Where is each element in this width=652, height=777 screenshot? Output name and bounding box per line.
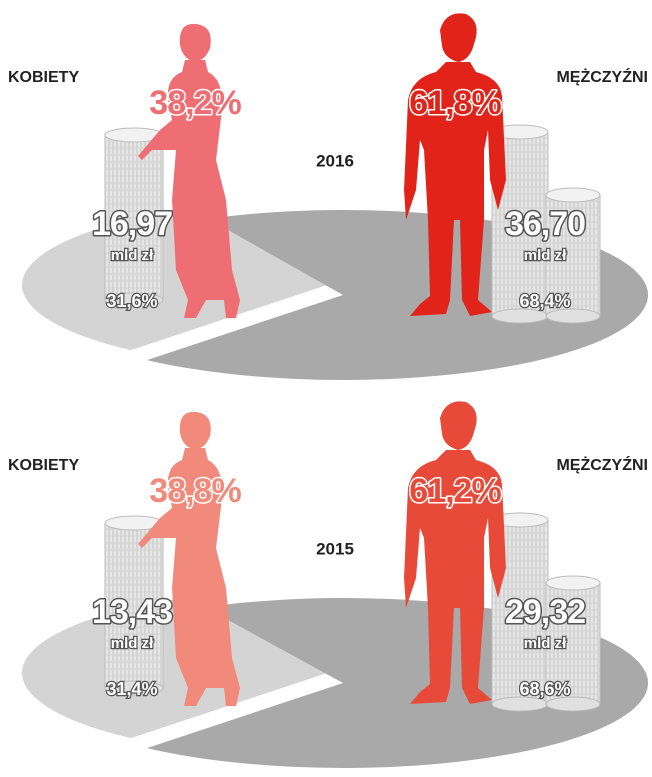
unit: mld zł (111, 635, 154, 652)
amount: 16,97 (92, 205, 172, 243)
coin-bottom (546, 309, 600, 323)
category-label: KOBIETY (8, 457, 79, 474)
coin-bottom (546, 697, 600, 711)
category-label: MĘŻCZYŹNI (556, 455, 648, 474)
head (440, 401, 477, 450)
panel: KOBIETY MĘŻCZYŹNI 2016 38,2% 61,8% 16,97 mld z… (8, 13, 648, 380)
hair (180, 412, 211, 448)
people-share: 61,2% (409, 472, 501, 510)
unit: mld zł (524, 635, 567, 652)
coin-bottom (492, 309, 548, 323)
amount: 13,43 (92, 593, 172, 631)
head (440, 13, 477, 62)
unit: mld zł (111, 247, 154, 264)
people-share: 38,8% (149, 472, 241, 510)
people-share: 38,2% (149, 84, 241, 122)
coin-top (546, 188, 600, 202)
category-label: MĘŻCZYŹNI (556, 67, 648, 86)
pie-label: 68,4% (519, 291, 570, 311)
infographic: KOBIETY MĘŻCZYŹNI 2016 38,2% 61,8% 16,97 mld z… (0, 0, 652, 777)
coin-top (546, 576, 600, 590)
year-title: 2015 (316, 539, 354, 558)
year-title: 2016 (316, 151, 354, 170)
people-share: 61,8% (409, 84, 501, 122)
hair (180, 24, 211, 60)
pie-label: 68,6% (519, 679, 570, 699)
pie-label: 31,6% (106, 291, 157, 311)
coin-bottom (492, 697, 548, 711)
amount: 36,70 (505, 205, 585, 243)
pie-label: 31,4% (106, 679, 157, 699)
category-label: KOBIETY (8, 69, 79, 86)
unit: mld zł (524, 247, 567, 264)
panel: KOBIETY MĘŻCZYŹNI 2015 38,8% 61,2% 13,43 mld z… (8, 401, 648, 768)
amount: 29,32 (505, 593, 585, 631)
